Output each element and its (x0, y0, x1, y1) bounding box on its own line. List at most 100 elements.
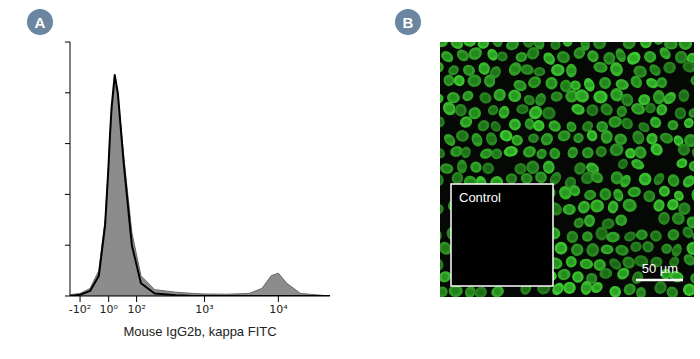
nucleus (599, 188, 611, 201)
nucleus (654, 102, 669, 117)
nucleus-core (680, 93, 687, 99)
nucleus (440, 229, 442, 242)
nucleus-core (633, 244, 639, 250)
nucleus (642, 240, 655, 253)
nucleus-core (552, 176, 560, 181)
nucleus-core (543, 136, 550, 142)
x-tick-label: -10² (69, 303, 91, 316)
nucleus-core (589, 133, 595, 139)
nucleus-core (440, 150, 443, 155)
nucleus (680, 224, 694, 240)
nucleus (440, 202, 445, 216)
nucleus-core (442, 273, 448, 280)
nucleus (552, 239, 569, 256)
nucleus-core (511, 66, 519, 73)
nucleus-core (499, 54, 505, 59)
figure: AB-10²10⁰10²10³10⁴Mouse IgG2b, kappa FIT… (0, 0, 700, 359)
nucleus-core (659, 80, 665, 86)
nucleus-core (440, 42, 445, 44)
nucleus-core (473, 137, 481, 143)
nucleus-core (485, 165, 491, 171)
nucleus (550, 90, 564, 102)
nucleus-core (681, 146, 688, 153)
nucleus-core (587, 217, 593, 224)
nucleus (541, 50, 557, 67)
nucleus-core (577, 165, 583, 172)
x-tick (278, 296, 279, 302)
nucleus-core (675, 215, 682, 222)
nucleus-core (692, 163, 695, 169)
nucleus-core (679, 161, 685, 166)
nucleus-core (617, 53, 625, 58)
nucleus (598, 101, 615, 118)
nucleus (489, 119, 503, 134)
nucleus-core (459, 53, 466, 59)
nucleus-core (611, 119, 618, 125)
nucleus (440, 172, 446, 188)
nucleus (648, 229, 663, 244)
nucleus-core (654, 146, 660, 153)
nucleus (503, 145, 519, 158)
nucleus (619, 115, 635, 131)
nucleus-core (673, 248, 680, 253)
nucleus-core (613, 174, 620, 181)
panel-badge (27, 9, 53, 35)
nucleus (520, 63, 535, 75)
nucleus (544, 76, 559, 91)
nucleus-core (624, 120, 630, 127)
plot-area (70, 75, 330, 296)
nucleus-core (458, 107, 465, 114)
nucleus-core (619, 82, 626, 88)
nucleus (442, 74, 455, 88)
nucleus-core (593, 202, 601, 209)
nucleus-core (473, 164, 479, 170)
nucleus-core (569, 150, 576, 155)
nucleus-core (490, 108, 496, 113)
nucleus (584, 102, 601, 119)
nucleus (648, 141, 665, 158)
nucleus-core (666, 95, 674, 101)
nucleus-core (675, 138, 681, 143)
nucleus-core (480, 42, 486, 46)
nucleus (622, 230, 637, 243)
nucleus (470, 131, 485, 148)
nucleus-core (545, 110, 552, 117)
histogram-area (70, 83, 330, 296)
nucleus-core (689, 245, 694, 252)
nucleus-core (682, 42, 689, 47)
nucleus-core (489, 52, 496, 57)
nucleus (612, 187, 625, 202)
nucleus-core (548, 80, 555, 87)
nucleus-core (516, 83, 524, 89)
nucleus (581, 146, 594, 159)
nucleus-core (507, 149, 515, 155)
nucleus-core (691, 110, 694, 115)
nucleus-core (659, 107, 665, 113)
nucleus (608, 60, 625, 78)
nucleus-core (670, 232, 677, 238)
nucleus-core (440, 233, 441, 238)
nucleus (467, 74, 482, 88)
nucleus (661, 90, 678, 107)
nucleus-core (596, 42, 603, 47)
x-tick (108, 296, 109, 302)
x-tick (136, 296, 137, 302)
nucleus (692, 203, 694, 217)
nucleus-core (492, 70, 499, 76)
nucleus-core (631, 189, 638, 195)
nucleus (658, 211, 671, 225)
nucleus (588, 169, 605, 185)
nucleus (572, 216, 586, 231)
nucleus-core (617, 136, 624, 142)
nucleus (630, 101, 647, 116)
nucleus-core (560, 54, 567, 61)
nucleus-core (467, 289, 474, 295)
nucleus (497, 104, 511, 119)
nucleus (583, 188, 597, 201)
nucleus-core (465, 93, 471, 98)
nucleus-core (693, 276, 694, 282)
nucleus-core (495, 42, 501, 44)
nucleus (526, 74, 543, 91)
nucleus-core (597, 93, 605, 100)
nucleus-core (618, 217, 624, 224)
